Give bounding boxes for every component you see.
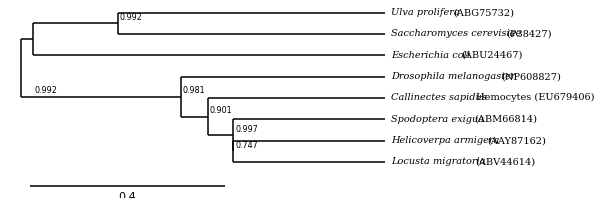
Text: 0.747: 0.747 <box>235 141 258 150</box>
Text: (P38427): (P38427) <box>506 30 551 38</box>
Text: Drosophila melanogaster: Drosophila melanogaster <box>391 72 518 81</box>
Text: Saccharomyces cerevisiae: Saccharomyces cerevisiae <box>391 30 524 38</box>
Text: (ABG75732): (ABG75732) <box>453 8 514 17</box>
Text: 0.997: 0.997 <box>235 125 258 134</box>
Text: 0.4: 0.4 <box>119 192 136 198</box>
Text: 0.981: 0.981 <box>183 86 206 95</box>
Text: Callinectes sapidus: Callinectes sapidus <box>391 93 490 102</box>
Text: (ABV44614): (ABV44614) <box>475 157 535 166</box>
Text: (AAY87162): (AAY87162) <box>487 136 546 145</box>
Text: (ABU24467): (ABU24467) <box>461 51 523 60</box>
Text: 0.992: 0.992 <box>35 86 58 95</box>
Text: Helicoverpa armigera: Helicoverpa armigera <box>391 136 502 145</box>
Text: 0.901: 0.901 <box>209 106 232 115</box>
Text: Hemocytes (EU679406): Hemocytes (EU679406) <box>476 93 595 103</box>
Text: (NP608827): (NP608827) <box>501 72 561 81</box>
Text: 0.992: 0.992 <box>120 13 143 22</box>
Text: Ulva prolifera: Ulva prolifera <box>391 8 463 17</box>
Text: (ABM66814): (ABM66814) <box>474 115 537 124</box>
Text: Spodoptera exigua: Spodoptera exigua <box>391 115 487 124</box>
Text: Escherichia coli: Escherichia coli <box>391 51 473 60</box>
Text: Locusta migratoria: Locusta migratoria <box>391 157 488 166</box>
